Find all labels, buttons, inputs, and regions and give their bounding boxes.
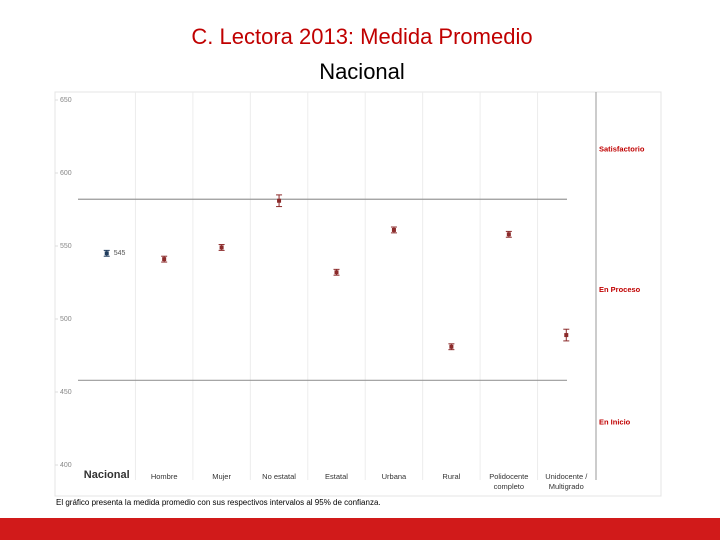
footer-bar: [0, 518, 720, 540]
x-tick-label: Hombre: [150, 472, 178, 481]
point: [391, 227, 396, 232]
y-tick-label: 400: [60, 462, 72, 469]
plot-frame: [54, 91, 662, 497]
point: [104, 251, 109, 256]
x-tick-label: Nacional: [83, 469, 130, 481]
x-tick-label: Urbana: [381, 472, 407, 481]
point: [506, 232, 511, 237]
level-label: En Proceso: [599, 285, 641, 294]
y-tick-label: 550: [60, 243, 72, 250]
y-tick-label: 450: [60, 389, 72, 396]
x-tick-label: Estatal: [325, 472, 348, 481]
x-tick-label: Rural: [442, 472, 461, 481]
y-tick-label: 650: [60, 97, 72, 104]
y-tick-label: 500: [60, 316, 72, 323]
chart-subtitle: Nacional: [319, 59, 405, 84]
x-tick-label: Polidocente completo: [489, 472, 529, 491]
level-label: Satisfactorio: [599, 145, 645, 154]
value-label: 545: [114, 250, 126, 257]
point: [219, 245, 224, 250]
level-label: En Inicio: [599, 418, 631, 427]
x-tick-label: Unidocente / Multigrado: [545, 472, 588, 491]
note: El gráfico presenta la medida promedio c…: [56, 498, 381, 507]
point: [162, 257, 167, 262]
point: [449, 344, 454, 349]
point: [564, 333, 569, 338]
point: [277, 198, 282, 203]
x-tick-label: Mujer: [212, 472, 231, 481]
y-tick-label: 600: [60, 170, 72, 177]
x-tick-label: No estatal: [262, 472, 296, 481]
chart-title: C. Lectora 2013: Medida Promedio: [191, 24, 532, 49]
point: [334, 270, 339, 275]
